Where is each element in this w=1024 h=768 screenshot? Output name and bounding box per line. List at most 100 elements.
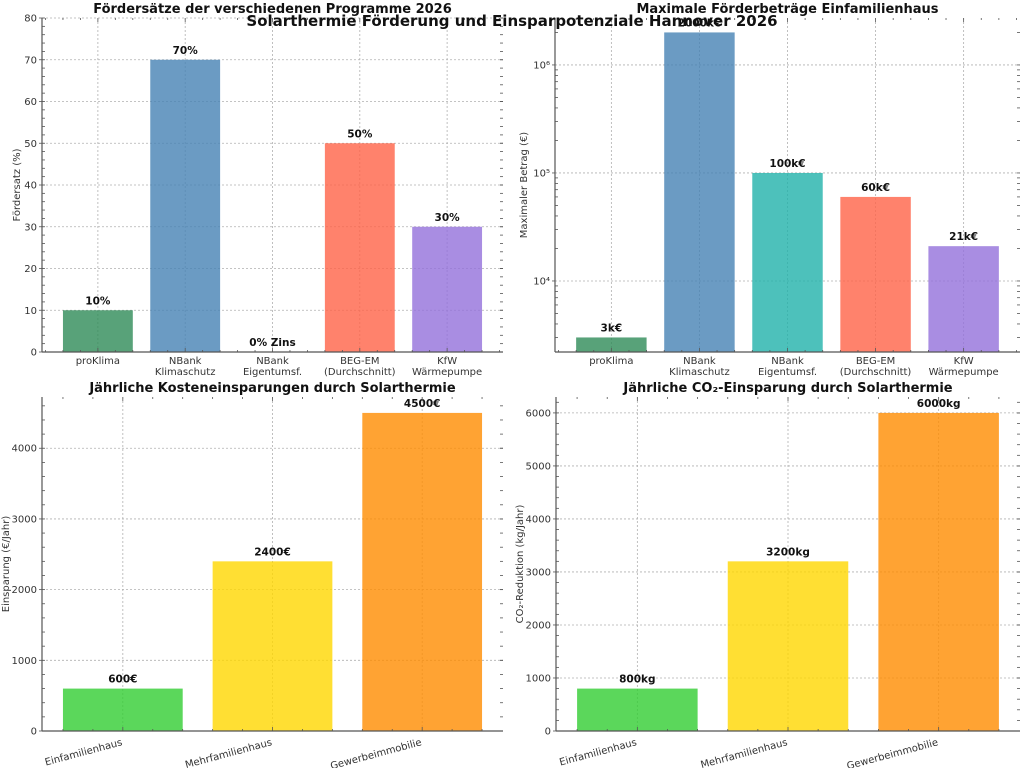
x-tick-label: NBank Eigentumsf.	[243, 356, 302, 378]
x-tick-label: Mehrfamilienhaus	[184, 737, 273, 768]
y-tick-label: 20	[24, 264, 37, 275]
y-tick-label: 2000	[12, 585, 37, 596]
x-tick-label-line: Klimaschutz	[155, 367, 216, 378]
data-label: 6000kg	[917, 398, 961, 410]
y-tick-label: 2000	[526, 620, 551, 631]
y-tick-label: 0	[31, 727, 37, 738]
chart-title: Maximale Förderbeträge Einfamilienhaus	[636, 2, 938, 17]
y-tick-label: 70	[24, 55, 37, 66]
data-label: 70%	[173, 45, 199, 57]
x-tick-label-line: KfW	[437, 356, 457, 367]
x-tick-label: Gewerbeimmobilie	[329, 737, 423, 768]
x-tick-label-line: Wärmepumpe	[412, 367, 482, 378]
y-tick-label: 0	[31, 348, 37, 359]
data-label: 600€	[108, 674, 137, 686]
bar	[212, 561, 333, 731]
x-tick-label: KfW Wärmepumpe	[929, 356, 999, 378]
data-label: 0% Zins	[249, 337, 295, 349]
data-label: 800kg	[619, 674, 655, 686]
x-tick-label-line: (Durchschnitt)	[324, 367, 396, 378]
data-label: 60k€	[861, 182, 890, 194]
data-label: 10%	[85, 295, 111, 307]
chart-foerdersaetze: Fördersätze der verschiedenen Programme …	[12, 2, 503, 378]
bar	[840, 196, 911, 352]
bar	[664, 32, 735, 352]
chart-foerderbetraege: Maximale Förderbeträge Einfamilienhaus 3k…	[519, 2, 1020, 378]
y-tick-label: 30	[24, 222, 37, 233]
x-tick-label: KfW Wärmepumpe	[412, 356, 482, 378]
data-label: 21k€	[949, 231, 978, 243]
bar	[752, 172, 823, 352]
y-tick-label: 10⁴	[533, 276, 550, 287]
x-tick-label: NBank Eigentumsf.	[758, 356, 817, 378]
x-tick-label-line: NBank	[169, 356, 202, 367]
bar	[878, 412, 999, 731]
chart-title: Jährliche CO₂-Einsparung durch Solarther…	[622, 381, 952, 396]
y-tick-label: 50	[24, 139, 37, 150]
chart-kosteneinsparungen: Jährliche Kosteneinsparungen durch Solar…	[1, 381, 503, 768]
bar	[362, 412, 483, 731]
x-tick-label-line: (Durchschnitt)	[840, 367, 912, 378]
chart-co2einsparung: Jährliche CO₂-Einsparung durch Solarther…	[515, 381, 1020, 768]
x-tick-label: Einfamilienhaus	[44, 737, 124, 768]
x-tick-label-line: NBank	[683, 356, 716, 367]
y-tick-label: 4000	[526, 514, 551, 525]
x-tick-label-line: proKlima	[589, 356, 633, 367]
figure-suptitle: Solarthermie Förderung und Einsparpotenz…	[246, 12, 777, 30]
data-label: 2000k€	[678, 17, 722, 29]
y-tick-label: 10	[24, 306, 37, 317]
x-tick-label: NBank Klimaschutz	[669, 356, 730, 378]
data-label: 4500€	[404, 398, 441, 410]
y-tick-label: 60	[24, 97, 37, 108]
x-tick-label-line: KfW	[954, 356, 974, 367]
y-tick-label: 80	[24, 14, 37, 25]
bar	[324, 143, 395, 352]
x-tick-label: BEG-EM (Durchschnitt)	[840, 356, 912, 378]
chart-title: Jährliche Kosteneinsparungen durch Solar…	[88, 381, 456, 396]
x-tick-label-line: BEG-EM	[856, 356, 895, 367]
y-tick-label: 40	[24, 181, 37, 192]
data-label: 3k€	[601, 322, 623, 334]
y-axis-label: CO₂-Reduktion (kg/Jahr)	[515, 505, 526, 624]
x-tick-label-line: NBank	[256, 356, 289, 367]
x-tick-label: BEG-EM (Durchschnitt)	[324, 356, 396, 378]
bar	[62, 688, 183, 731]
y-axis-label: Einsparung (€/Jahr)	[1, 516, 12, 613]
bar	[150, 59, 221, 352]
x-tick-label: Mehrfamilienhaus	[700, 737, 789, 768]
bar	[412, 226, 483, 352]
y-tick-label: 6000	[526, 408, 551, 419]
x-tick-label-line: Klimaschutz	[669, 367, 730, 378]
y-tick-label: 1000	[526, 673, 551, 684]
x-tick-label: Gewerbeimmobilie	[846, 737, 940, 768]
y-tick-label: 5000	[526, 461, 551, 472]
y-axis-label: Fördersatz (%)	[12, 148, 23, 221]
data-label: 30%	[435, 212, 461, 224]
x-tick-label-line: NBank	[771, 356, 804, 367]
bar	[928, 246, 999, 352]
y-tick-label: 3000	[12, 514, 37, 525]
data-label: 100k€	[769, 158, 805, 170]
y-tick-label: 0	[545, 727, 551, 738]
bar	[576, 337, 647, 352]
x-tick-label-line: Eigentumsf.	[758, 367, 817, 378]
y-tick-label: 10⁶	[533, 60, 550, 71]
x-tick-label: proKlima	[76, 356, 120, 367]
x-tick-label-line: proKlima	[76, 356, 120, 367]
y-axis-label: Maximaler Betrag (€)	[519, 132, 530, 239]
bar	[62, 310, 133, 352]
x-tick-label-line: BEG-EM	[340, 356, 379, 367]
x-tick-label-line: Eigentumsf.	[243, 367, 302, 378]
y-tick-label: 1000	[12, 656, 37, 667]
x-tick-label: NBank Klimaschutz	[155, 356, 216, 378]
chart-title: Fördersätze der verschiedenen Programme …	[93, 2, 452, 17]
x-tick-label: Einfamilienhaus	[558, 737, 638, 768]
data-label: 2400€	[254, 546, 291, 558]
y-tick-label: 4000	[12, 444, 37, 455]
data-label: 50%	[347, 128, 373, 140]
x-tick-label: proKlima	[589, 356, 633, 367]
x-tick-label-line: Wärmepumpe	[929, 367, 999, 378]
data-label: 3200kg	[766, 546, 810, 558]
y-tick-label: 10⁵	[533, 168, 550, 179]
